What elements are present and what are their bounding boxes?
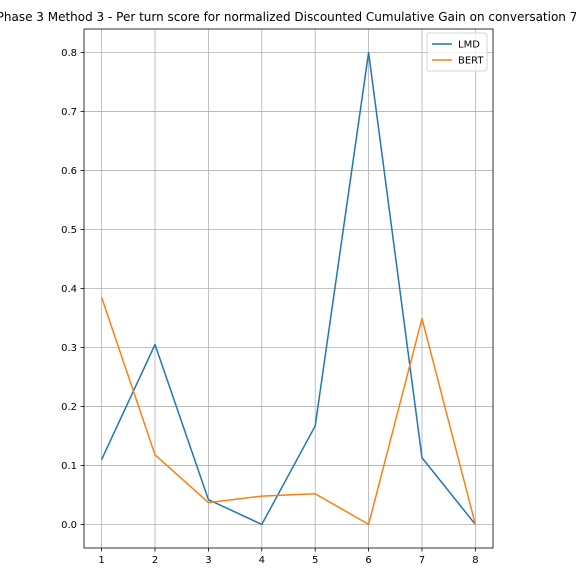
legend-box [426,32,488,72]
chart-title: Phase 3 Method 3 - Per turn score for no… [0,10,576,24]
grid [84,29,493,548]
legend-label-lmd: LMD [458,40,480,51]
x-tick-label: 5 [312,555,318,566]
x-tick-label: 7 [419,555,425,566]
y-tick-label: 0.2 [61,402,77,413]
legend-label-bert: BERT [458,56,484,67]
x-tick-label: 6 [365,555,371,566]
y-tick-label: 0.7 [61,107,77,118]
x-tick-label: 8 [472,555,478,566]
plot-lines [100,51,477,526]
x-tick-label: 2 [152,555,158,566]
series-line-bert [100,297,477,526]
y-tick-label: 0.4 [61,284,77,295]
y-tick-label: 0.1 [61,461,77,472]
x-tick-label: 1 [98,555,104,566]
y-tick-label: 0.6 [61,166,77,177]
x-tick-label: 3 [205,555,211,566]
y-tick-label: 0.5 [61,225,77,236]
x-tick-label: 4 [259,555,265,566]
axis-ticks: 1 2 3 4 5 6 7 8 0.0 0.1 0.2 0.3 0.4 0.5 0.6 0.7 0.8 [61,48,478,566]
y-tick-label: 0.0 [61,520,77,531]
series-line-lmd [100,51,476,526]
legend: LMD BERT [426,32,488,72]
y-tick-label: 0.8 [61,48,77,59]
y-tick-label: 0.3 [61,343,77,354]
